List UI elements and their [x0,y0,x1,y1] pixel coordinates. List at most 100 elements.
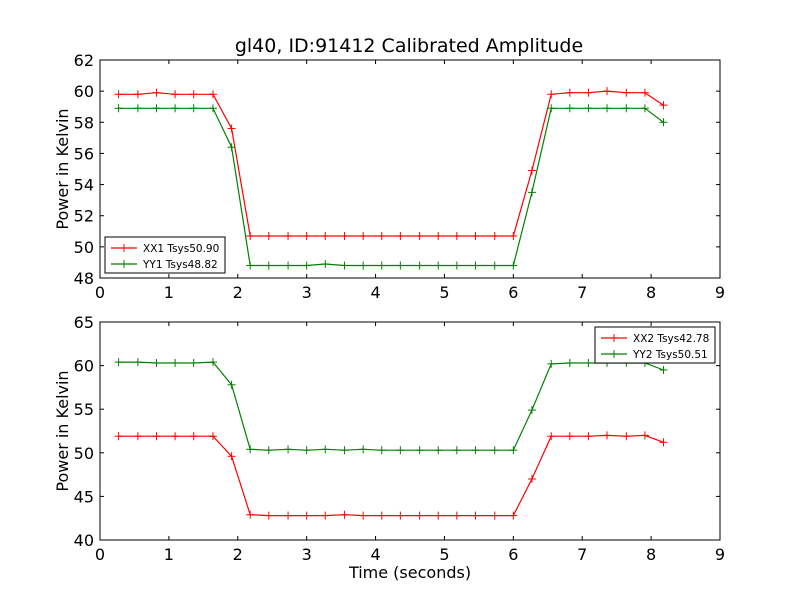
data-point [227,143,236,152]
data-point [152,358,161,367]
data-point [584,88,593,97]
data-point [547,432,556,441]
data-point [584,432,593,441]
data-point [396,231,405,240]
x-tick-label: 0 [95,283,105,302]
data-point [452,446,461,455]
data-point [565,104,574,113]
data-point [133,104,142,113]
x-tick-label: 2 [233,283,243,302]
x-tick-label: 9 [715,545,725,564]
data-point [208,104,217,113]
data-point [302,231,311,240]
data-point [565,88,574,97]
data-point [152,104,161,113]
legend-box [594,326,716,364]
data-point [189,358,198,367]
data-point [452,261,461,270]
data-point [340,510,349,519]
data-point [189,90,198,99]
data-point [640,104,649,113]
data-point [114,90,123,99]
data-point [264,261,273,270]
data-point [171,90,180,99]
data-point [471,231,480,240]
legend: XX1 Tsys50.90 YY1 Tsys48.82 [104,236,226,274]
x-tick-label: 5 [439,283,449,302]
x-axis-label: Time (seconds) [348,563,471,582]
x-tick-label: 4 [370,545,380,564]
data-point [415,446,424,455]
data-point [171,432,180,441]
data-point [359,445,368,454]
data-point [377,446,386,455]
y-tick-label: 62 [74,51,94,70]
y-tick-label: 58 [74,113,94,132]
x-tick-label: 0 [95,545,105,564]
data-point [302,511,311,520]
data-point [321,445,330,454]
legend-entry: XX1 Tsys50.90 [143,243,219,255]
data-point [321,511,330,520]
data-point [547,90,556,99]
data-point [340,231,349,240]
y-tick-label: 50 [74,444,94,463]
data-point [284,231,293,240]
data-point [246,445,255,454]
data-point [359,231,368,240]
legend: XX2 Tsys42.78 YY2 Tsys50.51 [594,326,716,364]
y-tick-label: 50 [74,238,94,257]
y-tick-label: 55 [74,400,94,419]
data-point [359,261,368,270]
data-point [208,432,217,441]
data-point [133,432,142,441]
x-tick-label: 6 [508,545,518,564]
data-point [377,261,386,270]
data-point [434,511,443,520]
data-point [490,231,499,240]
data-point [603,104,612,113]
data-point [264,446,273,455]
data-point [264,511,273,520]
data-point [434,231,443,240]
y-tick-label: 56 [74,144,94,163]
data-point [509,511,518,520]
data-point [264,231,273,240]
data-point [284,261,293,270]
data-point [584,358,593,367]
data-point [246,510,255,519]
data-point [284,445,293,454]
data-point [509,261,518,270]
x-tick-label: 3 [302,545,312,564]
data-point [227,452,236,461]
data-point [284,511,293,520]
data-point [452,511,461,520]
x-tick-label: 4 [370,283,380,302]
data-point [340,261,349,270]
data-point [152,88,161,97]
data-point [377,231,386,240]
data-point [659,438,668,447]
data-point [640,431,649,440]
x-tick-label: 7 [577,545,587,564]
data-point [302,261,311,270]
x-tick-label: 9 [715,283,725,302]
data-point [471,446,480,455]
data-point [396,446,405,455]
data-point [415,261,424,270]
x-tick-label: 3 [302,283,312,302]
y-tick-label: 48 [74,269,94,288]
data-point [396,511,405,520]
data-point [246,231,255,240]
data-point [490,446,499,455]
y-tick-label: 60 [74,82,94,101]
data-point [565,432,574,441]
data-point [565,358,574,367]
data-point [114,104,123,113]
data-point [527,406,536,415]
data-point [659,118,668,127]
data-point [340,446,349,455]
y-tick-label: 54 [74,176,94,195]
